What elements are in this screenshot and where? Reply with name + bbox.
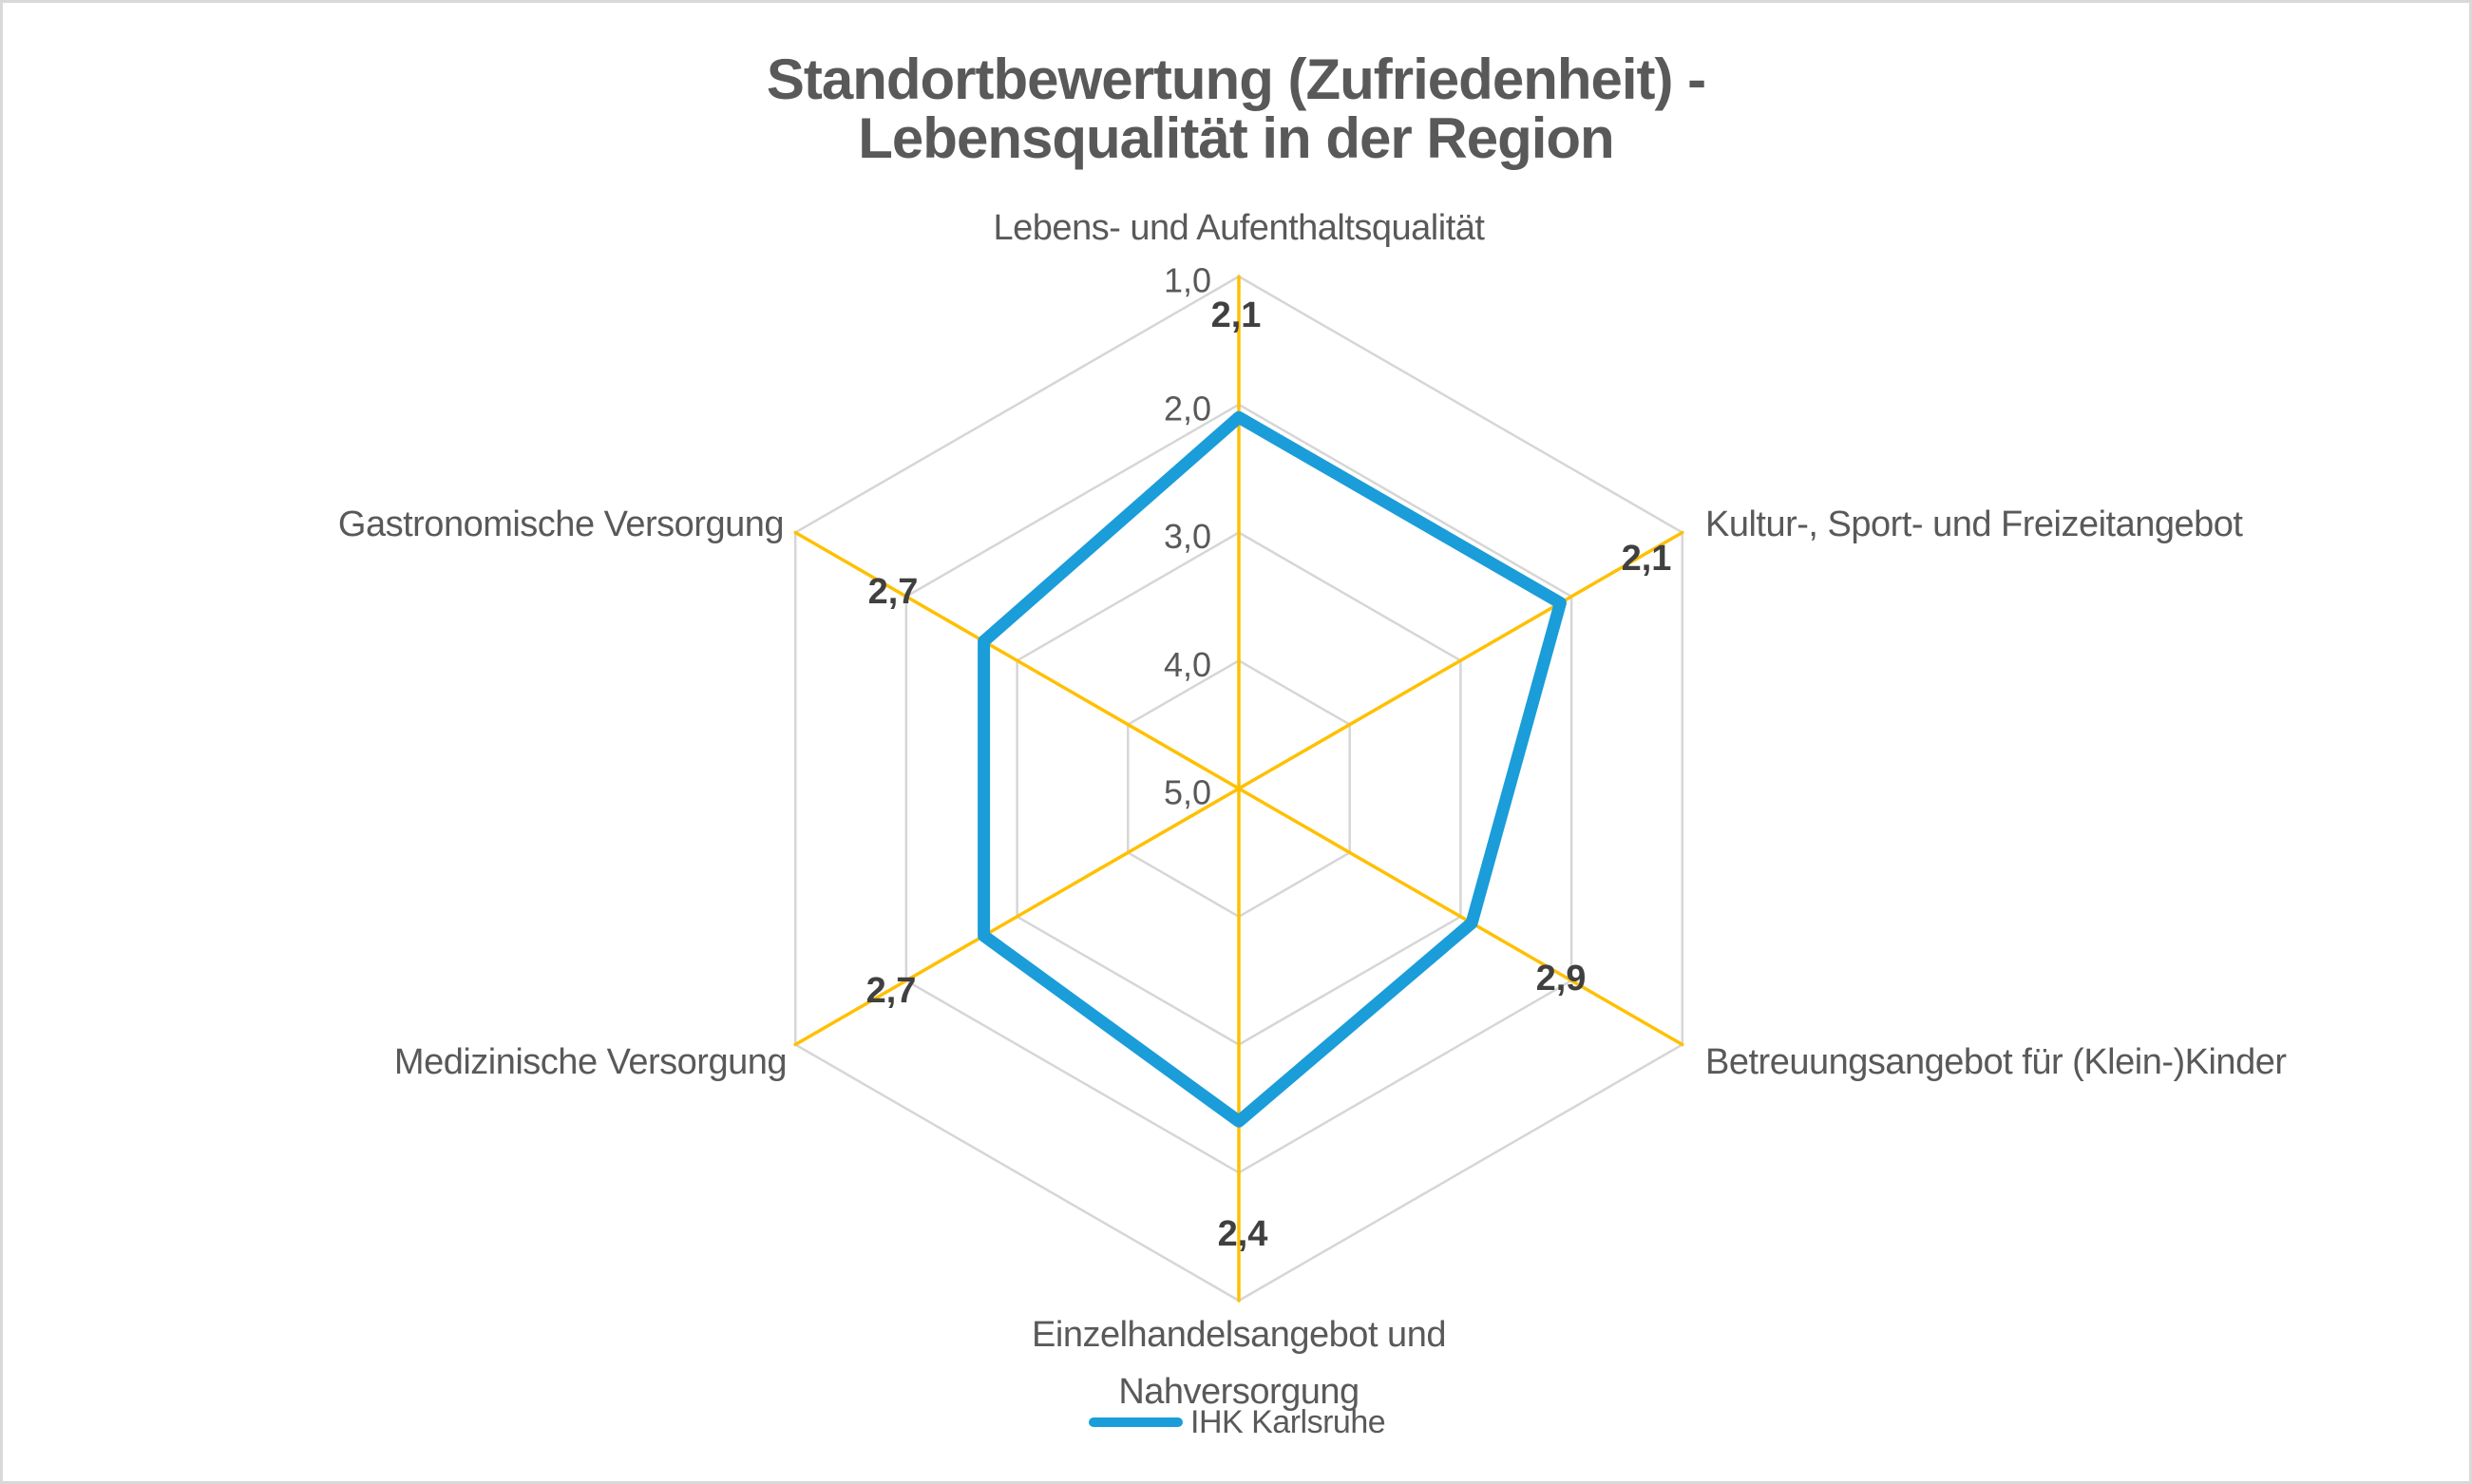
data-value-label: 2,4 <box>1218 1214 1268 1254</box>
axis-line <box>793 787 1241 1047</box>
series-data-polygon <box>978 410 1567 1128</box>
axis-tick-label: 1,0 <box>1164 261 1211 300</box>
legend: IHK Karlsruhe <box>1089 1403 1386 1441</box>
axis-line <box>1237 530 1684 790</box>
data-value-label: 2,1 <box>1211 295 1262 335</box>
chart-title-line-2: Lebensqualität in der Region <box>858 106 1614 170</box>
category-label: Gastronomische Versorgung <box>338 504 784 544</box>
category-label: Einzelhandelsangebot und Nahversorgung <box>1032 1315 1446 1412</box>
axis-line <box>1237 787 1684 1047</box>
axis-tick-label: 4,0 <box>1164 645 1211 684</box>
axis-tick-label: 5,0 <box>1164 773 1211 812</box>
category-label: Medizinische Versorgung <box>394 1042 787 1082</box>
legend-series-line-swatch <box>1089 1417 1183 1427</box>
radar-chart: 1,0 2,0 3,0 4,0 5,0 Lebens- und Aufenthaltsqu… <box>338 208 2288 1412</box>
category-label: Betreuungsangebot für (Klein-)Kinder <box>1705 1042 2287 1082</box>
axis-tick-label: 2,0 <box>1164 389 1211 428</box>
data-value-label: 2,7 <box>868 572 919 612</box>
data-value-label: 2,7 <box>866 971 917 1011</box>
data-value-label: 2,9 <box>1536 959 1587 999</box>
chart-title-line-1: Standortbewertung (Zufriedenheit) - <box>766 48 1706 111</box>
legend-series-label: IHK Karlsruhe <box>1190 1403 1386 1440</box>
category-label: Kultur-, Sport- und Freizeitangebot <box>1705 504 2243 544</box>
data-value-label: 2,1 <box>1622 539 1672 579</box>
chart-title: Standortbewertung (Zufriedenheit) - Lebe… <box>3 50 2469 168</box>
axis-line <box>793 530 1241 790</box>
axis-tick-label: 3,0 <box>1164 517 1211 556</box>
category-label: Lebens- und Aufenthaltsqualität <box>994 208 1486 248</box>
